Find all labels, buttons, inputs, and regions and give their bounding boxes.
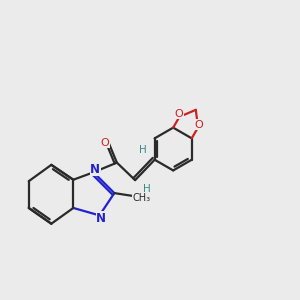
Text: O: O <box>175 109 183 119</box>
Text: N: N <box>96 212 106 225</box>
Text: H: H <box>142 184 150 194</box>
Text: O: O <box>100 138 109 148</box>
Text: N: N <box>90 163 100 176</box>
Text: O: O <box>194 120 203 130</box>
Text: H: H <box>140 145 147 155</box>
Text: CH₃: CH₃ <box>133 193 151 202</box>
